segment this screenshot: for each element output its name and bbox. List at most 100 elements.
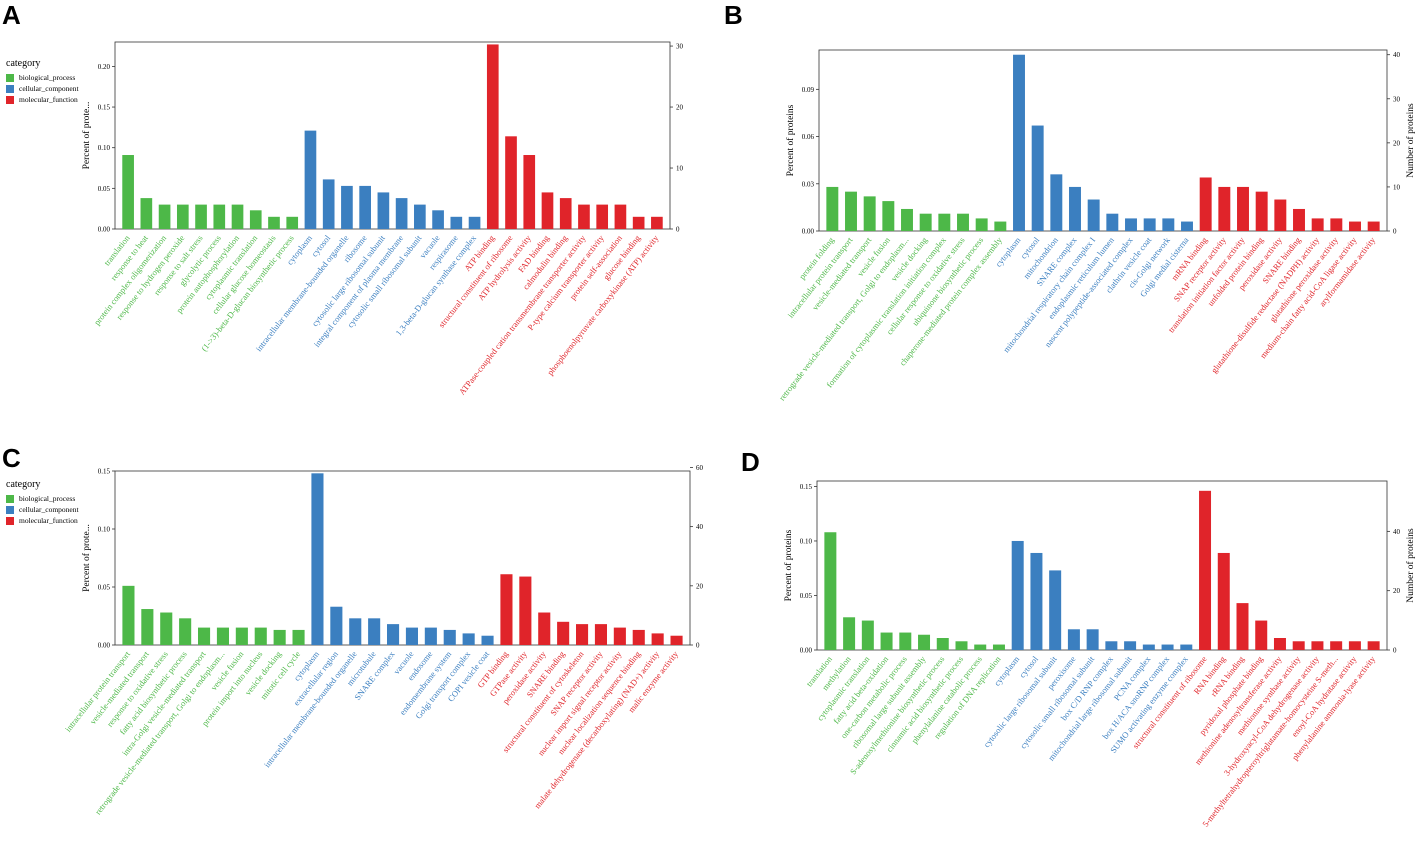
legend-swatch	[6, 73, 14, 82]
bar-biological-process	[975, 218, 988, 231]
bar-molecular-function	[559, 198, 572, 229]
panel-C: C 0.00 0.05 0.10 0.15 0 20 40 60 Percent of prot…	[0, 429, 709, 859]
bar-cellular-component	[414, 204, 426, 229]
panel-B: B 0.00 0.03 0.06 0.09 0 10 20 30 40 Percent of pr…	[709, 0, 1418, 430]
chart-A: 0.00 0.05 0.10 0.15 0.20 0 10 20 30 Percent of pr…	[81, 41, 684, 397]
bar-molecular-function	[1311, 641, 1324, 650]
y-tick-label: 0.15	[800, 483, 813, 491]
bar-biological-process	[955, 641, 968, 650]
y2-tick-label: 30	[676, 43, 684, 51]
bar-biological-process	[824, 532, 837, 650]
bar-biological-process	[880, 632, 893, 650]
y2-axis-title: Number of proteins	[1405, 103, 1416, 178]
bar-cellular-component	[1142, 644, 1155, 650]
bar-molecular-function	[1273, 638, 1286, 650]
bar-molecular-function	[1293, 208, 1305, 231]
bar-molecular-function	[505, 136, 517, 229]
bar-biological-process	[992, 644, 1005, 650]
y2-tick-label: 40	[1393, 51, 1401, 59]
legend-swatch	[6, 516, 14, 525]
y2-tick-label: 40	[696, 523, 704, 531]
bar-cellular-component	[330, 606, 343, 645]
chart-B: 0.00 0.03 0.06 0.09 0 10 20 30 40 Percent of prot…	[777, 49, 1416, 403]
legend-label: biological_process	[19, 73, 76, 82]
bar-molecular-function	[1217, 552, 1230, 650]
legend-title: category	[6, 479, 41, 490]
bar-biological-process	[176, 204, 189, 229]
bar-biological-process	[273, 629, 286, 645]
legend-item-cellular-component: cellular_component	[6, 83, 79, 94]
bar-cellular-component	[1105, 641, 1118, 650]
bar-molecular-function	[632, 216, 645, 229]
bar-biological-process	[198, 627, 211, 645]
bar-biological-process	[863, 196, 876, 231]
panel-letter: D	[741, 447, 760, 477]
bar-biological-process	[254, 627, 267, 645]
y2-tick-label: 60	[696, 464, 704, 472]
bar-cellular-component	[481, 635, 494, 645]
bar-biological-process	[122, 155, 134, 229]
bar-molecular-function	[596, 204, 609, 229]
y-tick-label: 0.10	[98, 526, 111, 534]
bar-molecular-function	[632, 629, 645, 645]
y-tick-label: 0.10	[800, 537, 813, 545]
legend-label: cellular_component	[19, 505, 79, 514]
bar-biological-process	[957, 213, 969, 231]
bar-biological-process	[919, 213, 932, 231]
plot-frame	[816, 480, 1388, 651]
legend-item-molecular-function: molecular_function	[6, 515, 79, 526]
legend-swatch	[6, 95, 14, 104]
legend: category biological_process cellular_com…	[6, 58, 79, 105]
y2-tick-label: 10	[1393, 183, 1401, 191]
bar-molecular-function	[1349, 221, 1361, 231]
legend-swatch	[6, 505, 14, 514]
bar-cellular-component	[450, 216, 463, 229]
legend-label: biological_process	[19, 494, 76, 503]
y-tick-label: 0.06	[802, 133, 815, 141]
bar-biological-process	[179, 618, 192, 645]
chart-D: 0.00 0.05 0.10 0.15 0 20 40 Percent of proteins…	[783, 480, 1416, 829]
bar-cellular-component	[1011, 540, 1024, 650]
bar-biological-process	[231, 204, 244, 229]
bar-biological-process	[235, 627, 248, 645]
bar-cellular-component	[432, 210, 444, 229]
panel-D: D 0.00 0.05 0.10 0.15 0 20 40 Percent of protei…	[709, 429, 1418, 859]
bar-biological-process	[292, 629, 305, 645]
y-axis-title: Percent of proteins	[785, 104, 796, 176]
legend-item-biological-process: biological_process	[6, 493, 79, 504]
panel-A: A 0.00 0.05 0.10 0.15 0.20 0 10 20 30 Percent of …	[0, 0, 709, 430]
bar-biological-process	[158, 204, 171, 229]
bar-molecular-function	[1255, 620, 1268, 650]
bar-biological-process	[249, 210, 262, 229]
bar-biological-process	[216, 627, 229, 645]
bar-molecular-function	[1367, 641, 1380, 650]
bar-molecular-function	[651, 633, 664, 645]
y2-axis-title: Number of proteins	[708, 521, 709, 596]
legend-item-molecular-function: molecular_function	[6, 94, 79, 105]
y-tick-label: 0.15	[98, 104, 111, 112]
bar-biological-process	[843, 617, 856, 650]
y-tick-label: 0.05	[98, 185, 111, 193]
bar-cellular-component	[462, 633, 475, 645]
bar-biological-process	[936, 638, 949, 650]
panel-letter: B	[724, 0, 743, 30]
bar-molecular-function	[538, 612, 551, 645]
legend-swatch	[6, 494, 14, 503]
y2-tick-label: 0	[696, 642, 700, 650]
bar-biological-process	[861, 620, 874, 650]
bar-biological-process	[268, 216, 280, 229]
y-tick-label: 0.00	[98, 642, 111, 650]
bar-molecular-function	[1348, 641, 1361, 650]
bar-molecular-function	[651, 216, 663, 229]
bar-cellular-component	[1050, 174, 1063, 231]
bar-cellular-component	[1124, 641, 1137, 650]
bar-biological-process	[845, 191, 857, 231]
bar-cellular-component	[1069, 186, 1081, 231]
bar-cellular-component	[1180, 644, 1193, 650]
bar-cellular-component	[1086, 629, 1099, 650]
legend-item-cellular-component: cellular_component	[6, 504, 79, 515]
y2-tick-label: 10	[676, 165, 684, 173]
bar-cellular-component	[1013, 54, 1025, 231]
bar-biological-process	[994, 221, 1007, 231]
bar-biological-process	[141, 609, 154, 645]
